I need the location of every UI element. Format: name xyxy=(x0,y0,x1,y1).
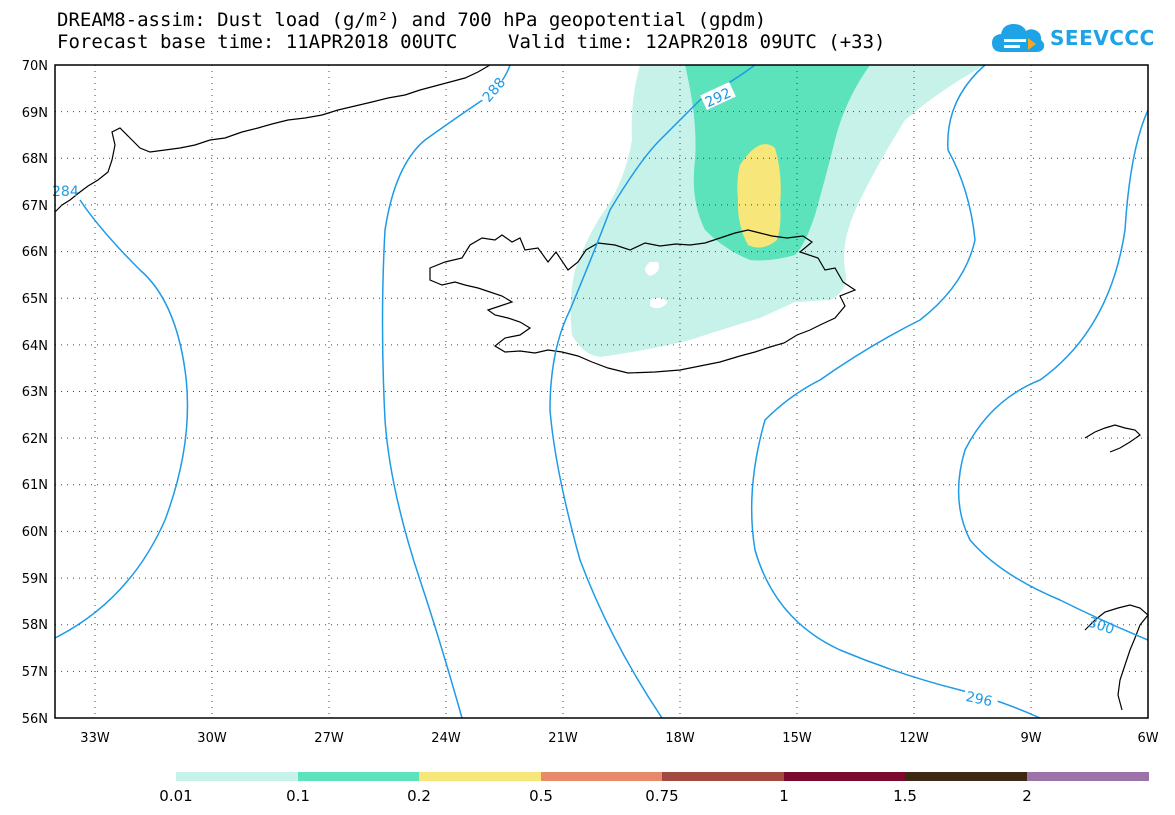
legend-swatch xyxy=(419,772,541,781)
gridlines xyxy=(55,65,1148,718)
white-interior-1 xyxy=(645,262,659,276)
white-interior-2 xyxy=(650,297,668,309)
lon-label: 21W xyxy=(548,731,578,746)
contour-296 xyxy=(750,64,1041,719)
contour-label-284: 284 xyxy=(52,184,79,200)
lon-label: 12W xyxy=(899,731,929,746)
dust-area-0.2 xyxy=(737,144,781,248)
scotland-coast xyxy=(1084,604,1149,711)
lon-label: 30W xyxy=(197,731,227,746)
legend-label: 0.01 xyxy=(159,787,192,805)
longitude-labels: 33W 30W 27W 24W 21W 18W 15W 12W 9W 6W xyxy=(80,731,1158,746)
color-legend: 0.01 0.1 0.2 0.5 0.75 1 1.5 2 xyxy=(159,772,1149,805)
contour-288 xyxy=(381,64,511,719)
lat-label: 60N xyxy=(22,525,48,540)
legend-label: 1.5 xyxy=(893,787,917,805)
legend-label: 2 xyxy=(1022,787,1032,805)
legend-label: 0.75 xyxy=(645,787,678,805)
lon-label: 27W xyxy=(314,731,344,746)
lon-label: 33W xyxy=(80,731,110,746)
lon-label: 24W xyxy=(431,731,461,746)
coastline xyxy=(54,64,1149,711)
contour-300 xyxy=(957,109,1149,641)
legend-label: 0.5 xyxy=(529,787,553,805)
lon-label: 6W xyxy=(1137,731,1158,746)
dust-shading xyxy=(570,65,985,357)
lat-label: 68N xyxy=(22,152,48,167)
lat-label: 70N xyxy=(22,59,48,74)
map-frame xyxy=(54,64,1149,719)
latitude-labels: 70N 69N 68N 67N 66N 65N 64N 63N 62N 61N … xyxy=(22,59,48,727)
valid-time: Valid time: 12APR2018 09UTC (+33) xyxy=(508,31,886,53)
lat-label: 62N xyxy=(22,432,48,447)
legend-swatch xyxy=(662,772,784,781)
map-title: DREAM8-assim: Dust load (g/m²) and 700 h… xyxy=(57,9,767,31)
lat-label: 63N xyxy=(22,385,48,400)
forecast-base-time: Forecast base time: 11APR2018 00UTC xyxy=(57,31,458,53)
faroe-norway-coast xyxy=(1084,424,1141,453)
lon-label: 9W xyxy=(1020,731,1041,746)
legend-swatch xyxy=(905,772,1027,781)
legend-label: 0.1 xyxy=(286,787,310,805)
cloud-icon xyxy=(992,24,1045,52)
legend-swatch xyxy=(541,772,662,781)
lat-label: 69N xyxy=(22,106,48,121)
lat-label: 67N xyxy=(22,199,48,214)
contour-labels: 288 292 296 284 300 xyxy=(52,74,1116,710)
lat-label: 56N xyxy=(22,712,48,727)
lat-label: 57N xyxy=(22,665,48,680)
legend-swatch xyxy=(176,772,298,781)
seevccc-logo: SEEVCCC xyxy=(990,18,1155,58)
legend-label: 1 xyxy=(779,787,789,805)
lat-label: 65N xyxy=(22,292,48,307)
lat-label: 59N xyxy=(22,572,48,587)
legend-swatch xyxy=(1027,772,1149,781)
logo-text: SEEVCCC xyxy=(1050,26,1155,50)
geopotential-contours xyxy=(54,64,1149,719)
legend-swatch xyxy=(784,772,905,781)
lat-label: 64N xyxy=(22,339,48,354)
legend-swatch xyxy=(298,772,419,781)
lat-label: 61N xyxy=(22,478,48,493)
contour-label-300: 300 xyxy=(1086,615,1116,638)
iceland-coast xyxy=(429,229,857,374)
legend-label: 0.2 xyxy=(407,787,431,805)
lat-label: 58N xyxy=(22,618,48,633)
greenland-coast xyxy=(54,64,491,213)
lat-label: 66N xyxy=(22,245,48,260)
contour-label-296: 296 xyxy=(964,689,994,710)
contour-284 xyxy=(54,199,189,639)
lon-label: 18W xyxy=(665,731,695,746)
contour-292 xyxy=(549,64,756,719)
lon-label: 15W xyxy=(782,731,812,746)
